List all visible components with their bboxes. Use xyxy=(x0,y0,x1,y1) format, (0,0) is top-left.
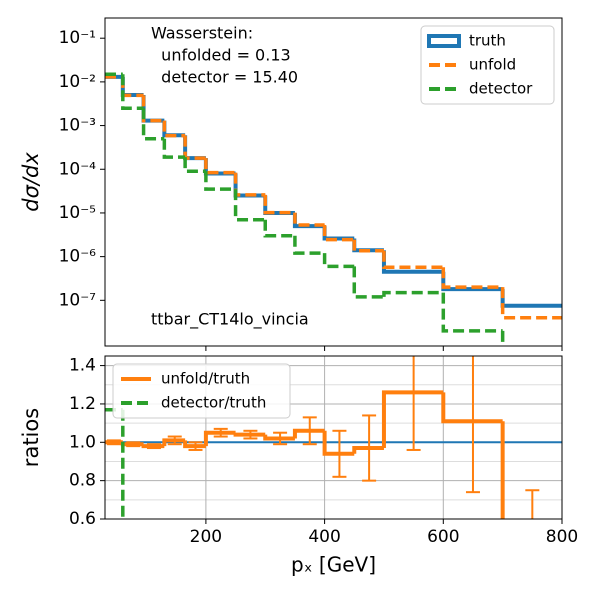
legend-label: truth xyxy=(469,32,506,50)
step-bin xyxy=(204,158,236,175)
x-tick-label: 400 xyxy=(308,527,340,547)
y-tick-label: 1.2 xyxy=(69,394,96,414)
step-bin xyxy=(141,108,165,141)
axes-frame xyxy=(104,17,563,347)
y-tick-label: 0.6 xyxy=(69,509,96,529)
step-bin xyxy=(233,172,266,197)
step-bin xyxy=(441,392,503,424)
step-bin xyxy=(352,239,384,253)
step-bin xyxy=(443,571,502,600)
legend-label: unfold xyxy=(469,56,516,74)
step-bin xyxy=(352,446,384,454)
step-bin xyxy=(500,330,505,346)
step-bin xyxy=(352,266,384,299)
legend-label: detector xyxy=(469,80,533,98)
step-bin xyxy=(236,550,266,581)
step-bin xyxy=(322,253,355,269)
step-bin xyxy=(204,171,236,191)
y-tick-label: 10⁻⁶ xyxy=(59,247,97,267)
step-bin xyxy=(325,588,355,590)
step-bin xyxy=(203,430,236,447)
annotation: ttbar_CT14lo_vincia xyxy=(151,310,309,330)
step-bin xyxy=(441,267,503,289)
y-tick-label: 0.8 xyxy=(69,471,96,491)
step-bin xyxy=(381,390,444,449)
step-bin xyxy=(141,95,165,123)
step-bin xyxy=(233,173,266,198)
step-bin xyxy=(183,135,206,161)
y-tick-label: 10⁻⁵ xyxy=(59,203,96,223)
step-bin xyxy=(162,138,186,159)
y-tick-label: 1.0 xyxy=(69,432,96,452)
x-tick-label: 600 xyxy=(427,527,459,547)
y-tick-label: 1.4 xyxy=(69,356,96,376)
legend-swatch xyxy=(427,34,461,48)
x-tick-label: 200 xyxy=(190,527,222,547)
plot-area xyxy=(105,72,562,346)
step-bin xyxy=(162,120,186,138)
step-bin xyxy=(121,409,125,519)
step-bin xyxy=(263,194,295,215)
step-bin xyxy=(500,287,562,320)
step-bin xyxy=(322,224,355,242)
step-bin xyxy=(183,440,206,449)
step-bin xyxy=(121,74,144,110)
step-bin xyxy=(354,590,384,600)
step-bin xyxy=(183,157,206,174)
step-bin xyxy=(233,432,266,437)
step-bin xyxy=(292,428,325,439)
step-bin xyxy=(263,195,295,215)
y-axis-label: dσ/dx xyxy=(19,152,43,212)
y-tick-label: 10⁻⁷ xyxy=(59,290,97,310)
legend-box xyxy=(112,363,291,419)
annotation: Wasserstein: xyxy=(151,24,253,43)
step-bin xyxy=(295,577,325,589)
step-bin xyxy=(265,577,295,581)
step-bin xyxy=(141,444,165,449)
step-bin xyxy=(121,76,144,98)
annotation: unfolded = 0.13 xyxy=(151,46,291,65)
x-axis-label: pₓ [GeV] xyxy=(291,553,376,577)
step-bin xyxy=(322,226,355,241)
top-panel: 10⁻⁷ 10⁻⁶ 10⁻⁵ 10⁻⁴ 10⁻³ 10⁻² 10⁻¹ dσ/dx Wassers… xyxy=(19,17,563,351)
y-tick-label: 10⁻⁴ xyxy=(59,159,97,179)
step-bin xyxy=(164,561,185,573)
step-bin xyxy=(183,135,206,160)
step-bin xyxy=(293,212,325,227)
step-bin xyxy=(233,189,266,222)
step-bin xyxy=(382,250,444,270)
step-bin xyxy=(144,538,165,561)
axes-frame xyxy=(104,355,563,520)
x-tick-label: 800 xyxy=(546,527,578,547)
plot-area xyxy=(105,356,562,600)
step-bin xyxy=(500,421,505,519)
legend-label: detector/truth xyxy=(161,394,266,412)
step-bin xyxy=(162,438,186,447)
step-bin xyxy=(322,430,355,456)
y-tick-label: 10⁻² xyxy=(59,72,96,92)
legend-label: unfold/truth xyxy=(161,370,250,388)
step-bin xyxy=(293,235,325,255)
y-tick-label: 10⁻³ xyxy=(59,116,96,136)
y-tick-label: 10⁻¹ xyxy=(59,28,96,48)
step-bin xyxy=(263,434,295,441)
ratio-panel: 0.6 0.8 1.0 1.2 1.4 200 400 600 800 ratios pₓ [GeV… xyxy=(19,355,578,600)
step-bin xyxy=(141,95,165,123)
step-bin xyxy=(382,290,444,297)
step-bin xyxy=(263,219,295,238)
annotation: detector = 15.40 xyxy=(151,68,298,87)
step-bin xyxy=(384,571,443,600)
step-bin xyxy=(162,120,186,138)
step-bin xyxy=(441,292,503,333)
y-axis-label: ratios xyxy=(19,408,43,467)
step-bin xyxy=(352,238,384,253)
step-bin xyxy=(500,289,562,308)
step-bin xyxy=(120,76,144,98)
